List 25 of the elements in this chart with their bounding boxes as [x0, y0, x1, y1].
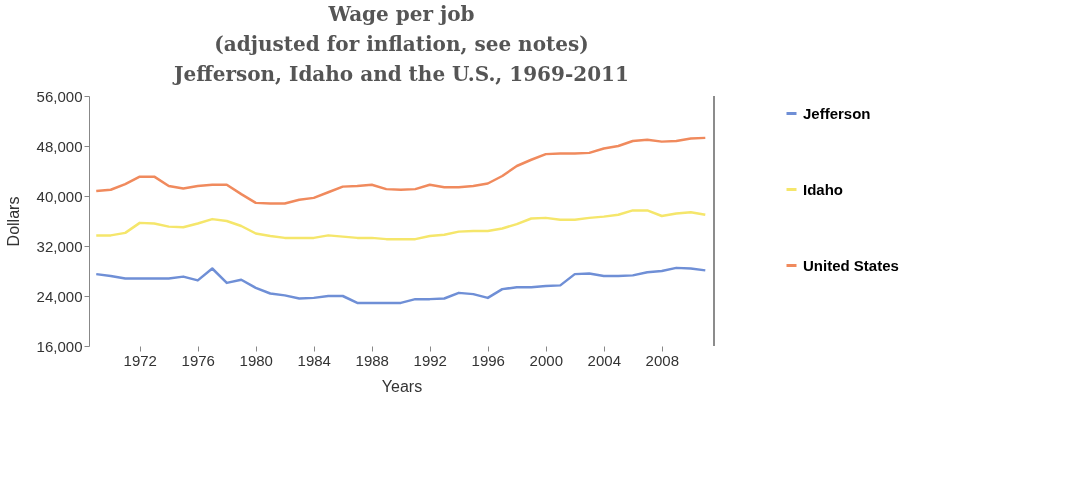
x-tick-label: 1976 — [181, 351, 215, 369]
y-tick-label: 24,000 — [36, 287, 83, 305]
y-axis-title: Dollars — [4, 196, 22, 247]
x-axis-title: Years — [381, 377, 423, 395]
x-tick-label: 1996 — [471, 351, 505, 369]
legend-label: United States — [803, 256, 899, 274]
y-tick-label: 16,000 — [36, 337, 83, 355]
y-tick-label: 40,000 — [36, 187, 83, 205]
x-tick-label: 2004 — [587, 351, 621, 369]
legend-label: Idaho — [803, 180, 843, 198]
line-series — [95, 266, 707, 305]
x-tick-label: 1980 — [239, 351, 273, 369]
x-tick-label: 2008 — [645, 351, 679, 369]
line-series — [95, 136, 707, 205]
x-tick-label: 1984 — [297, 351, 331, 369]
chart-title: Wage per job (adjusted for inflation, see notes) Jefferson, Idaho and the U.S., 1969-2011 — [172, 2, 629, 86]
y-tick-label: 48,000 — [36, 137, 83, 155]
line-series — [95, 209, 707, 241]
x-tick-label: 1972 — [123, 351, 157, 369]
legend-label: Jefferson — [803, 104, 871, 122]
x-tick-label: 1992 — [413, 351, 447, 369]
y-tick-label: 56,000 — [36, 87, 83, 105]
y-tick-label: 32,000 — [36, 237, 83, 255]
x-tick-label: 1988 — [355, 351, 389, 369]
x-tick-label: 2000 — [529, 351, 563, 369]
